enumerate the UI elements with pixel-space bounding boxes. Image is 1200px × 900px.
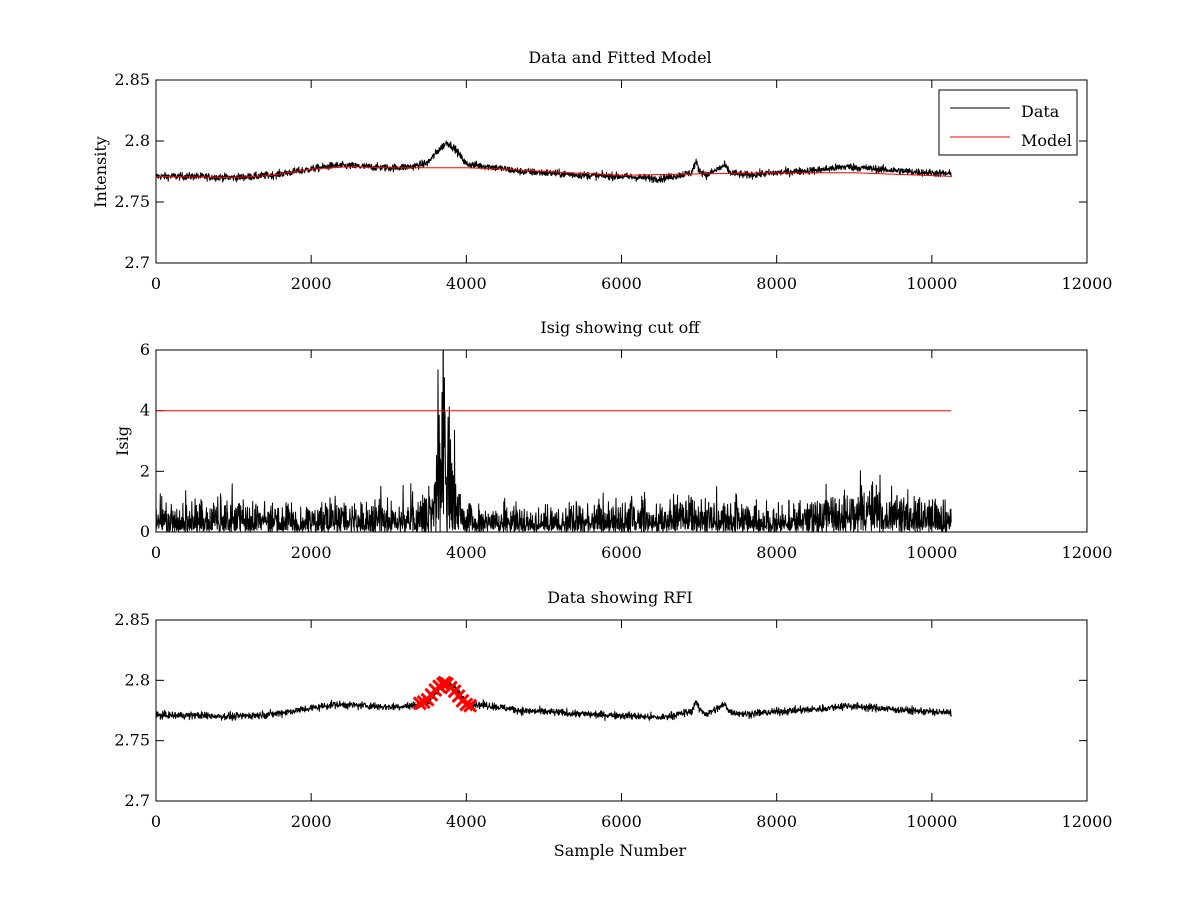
panel-isig-showing-cut-off: Isig showing cut off Isig 0 2000 4000 6000 8… — [113, 318, 1113, 562]
y-axis-label: Isig — [113, 426, 132, 456]
x-tick-label: 8000 — [756, 274, 797, 293]
x-tick-label: 2000 — [291, 274, 332, 293]
y-tick-label: 0 — [140, 522, 150, 541]
x-tick-label: 12000 — [1062, 543, 1113, 562]
axes-box — [155, 79, 1088, 264]
chart-title: Isig showing cut off — [540, 318, 701, 337]
legend-box — [938, 89, 1078, 156]
y-tick-label: 2.85 — [114, 610, 150, 629]
y-axis: 2.7 2.75 2.8 2.85 — [114, 70, 1087, 272]
x-tick-label: 6000 — [601, 543, 642, 562]
rfi-marker — [459, 697, 474, 712]
x-tick-label: 0 — [151, 543, 161, 562]
axes-box — [155, 349, 1088, 533]
y-tick-label: 2.85 — [114, 70, 150, 89]
panel-data-and-fitted-model: Data and Fitted Model Intensity 0 2000 400… — [91, 48, 1112, 293]
x-tick-label: 2000 — [291, 543, 332, 562]
y-tick-label: 2.75 — [114, 731, 150, 750]
rfi-marker — [463, 698, 478, 713]
axes-box — [155, 619, 1088, 802]
chart-title: Data showing RFI — [547, 588, 692, 607]
y-tick-label: 2.7 — [125, 253, 150, 272]
plot-area — [156, 140, 952, 183]
x-tick-label: 0 — [151, 274, 161, 293]
plot-area — [156, 350, 952, 532]
x-axis: 0 2000 4000 6000 8000 10000 12000 — [151, 350, 1113, 562]
y-axis-label: Intensity — [91, 136, 110, 208]
series-data-line — [156, 679, 952, 722]
x-tick-label: 8000 — [756, 812, 797, 831]
legend-label-data: Data — [1021, 102, 1060, 121]
plot-area — [156, 675, 952, 722]
x-tick-label: 4000 — [446, 812, 487, 831]
legend-label-model: Model — [1021, 131, 1072, 150]
x-tick-label: 2000 — [291, 812, 332, 831]
x-tick-label: 0 — [151, 812, 161, 831]
y-tick-label: 2.7 — [125, 791, 150, 810]
y-tick-label: 6 — [140, 340, 150, 359]
x-tick-label: 12000 — [1062, 812, 1113, 831]
x-tick-label: 6000 — [601, 274, 642, 293]
x-tick-label: 4000 — [446, 543, 487, 562]
x-tick-label: 8000 — [756, 543, 797, 562]
x-tick-label: 10000 — [906, 274, 957, 293]
series-data-line — [156, 140, 952, 183]
x-axis-label: Sample Number — [554, 841, 687, 860]
y-tick-label: 2 — [140, 461, 150, 480]
series-model-line — [156, 166, 952, 179]
legend: Data Model — [938, 89, 1078, 156]
x-tick-label: 12000 — [1062, 274, 1113, 293]
series-isig-line — [156, 350, 952, 532]
y-tick-label: 2.75 — [114, 192, 150, 211]
y-tick-label: 2.8 — [125, 131, 150, 150]
rfi-marker — [412, 696, 427, 711]
x-axis: 0 2000 4000 6000 8000 10000 12000 — [151, 80, 1113, 293]
x-tick-label: 10000 — [906, 812, 957, 831]
panel-data-showing-rfi: Data showing RFI Sample Number 0 2000 4000… — [114, 588, 1112, 860]
x-tick-label: 10000 — [906, 543, 957, 562]
chart-title: Data and Fitted Model — [528, 48, 711, 67]
x-tick-label: 4000 — [446, 274, 487, 293]
x-tick-label: 6000 — [601, 812, 642, 831]
y-tick-label: 2.8 — [125, 670, 150, 689]
y-tick-label: 4 — [140, 401, 150, 420]
